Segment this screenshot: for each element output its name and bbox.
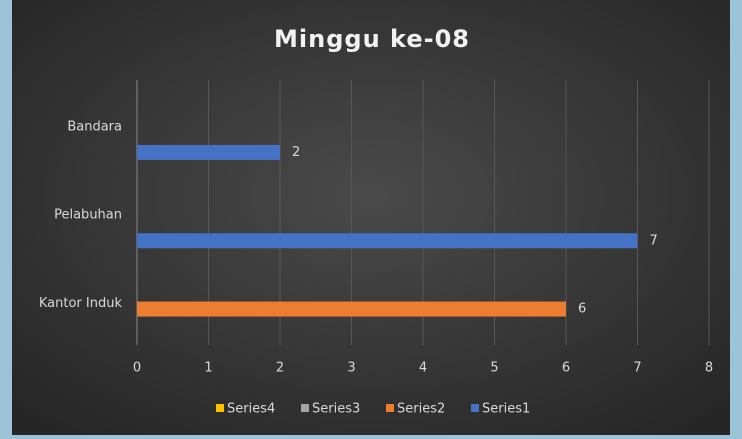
x-tick-label: 1 (204, 361, 212, 376)
bar (137, 233, 638, 249)
x-tick-label: 0 (133, 361, 141, 376)
bar (137, 301, 566, 317)
x-tick-label: 4 (419, 361, 427, 376)
x-tick-label: 3 (347, 361, 355, 376)
chart-title: Minggu ke-08 (274, 25, 470, 53)
legend-swatch (216, 404, 224, 412)
legend-swatch (386, 404, 394, 412)
legend-label: Series1 (482, 402, 530, 417)
y-tick-label: Pelabuhan (54, 208, 122, 223)
x-tick-label: 2 (276, 361, 284, 376)
data-label: 6 (578, 302, 586, 317)
data-label: 7 (650, 233, 658, 248)
legend-label: Series3 (312, 402, 360, 417)
y-tick-label: Bandara (67, 119, 122, 134)
data-label: 2 (292, 145, 300, 160)
x-tick-label: 6 (562, 361, 570, 376)
x-tick-label: 8 (705, 361, 713, 376)
bar (137, 144, 280, 160)
y-tick-label: Kantor Induk (39, 296, 123, 311)
chart-background (12, 0, 730, 435)
legend-swatch (301, 404, 309, 412)
x-tick-label: 7 (633, 361, 641, 376)
x-tick-label: 5 (490, 361, 498, 376)
legend-label: Series4 (227, 402, 275, 417)
legend-swatch (471, 404, 479, 412)
legend-label: Series2 (397, 402, 445, 417)
